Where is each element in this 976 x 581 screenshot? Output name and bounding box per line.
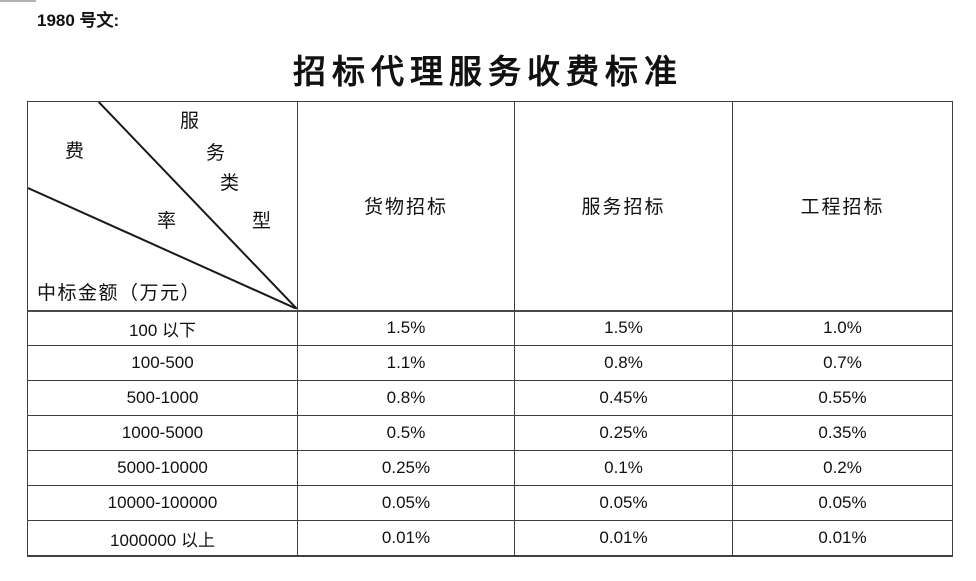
column-header-goods: 货物招标 [297,100,515,312]
rate-cell-goods: 1.1% [297,345,515,382]
table-row: 1000000 以上 0.01% 0.01% 0.01% [27,520,953,557]
rate-cell-services: 0.05% [514,485,733,522]
table-row: 1000-5000 0.5% 0.25% 0.35% [27,415,953,452]
page-title: 招标代理服务收费标准 [293,55,683,91]
column-header-services: 服务招标 [514,100,733,312]
service-type-char: 务 [206,143,226,164]
rate-cell-engineering: 1.0% [732,310,953,347]
rate-cell-engineering: 0.7% [732,345,953,382]
rate-cell-services: 0.45% [514,380,733,417]
bid-amount-label: 中标金额（万元） [37,283,202,304]
rate-cell-services: 0.25% [514,415,733,452]
rate-cell-goods: 1.5% [297,310,515,347]
table-row: 5000-10000 0.25% 0.1% 0.2% [27,450,953,487]
rate-cell-engineering: 0.2% [732,450,953,487]
rate-cell-engineering: 0.55% [732,380,953,417]
rate-cell-engineering: 0.35% [732,415,953,452]
rate-cell-services: 0.8% [514,345,733,382]
diagonal-header-wrap: 服 务 类 型 费 率 中标金额（万元） [28,102,297,309]
fee-rate-char: 费 [65,141,85,162]
amount-range-cell: 100-500 [27,345,298,382]
diagonal-line-upper [98,102,297,309]
rate-cell-goods: 0.8% [297,380,515,417]
amount-range-cell: 1000-5000 [27,415,298,452]
amount-range-cell: 5000-10000 [27,450,298,487]
service-type-char: 类 [220,173,240,194]
rate-cell-goods: 0.5% [297,415,515,452]
diagonal-header-cell: 服 务 类 型 费 率 中标金额（万元） [27,100,298,312]
service-type-char: 服 [180,111,200,132]
table-row: 100 以下 1.5% 1.5% 1.0% [27,310,953,347]
table-header-row: 服 务 类 型 费 率 中标金额（万元） 货物招标 服务招标 工程招标 [27,100,953,312]
top-left-artifact-line [0,0,36,2]
amount-range-cell: 100 以下 [27,310,298,347]
rate-cell-goods: 0.05% [297,485,515,522]
rate-cell-services: 0.1% [514,450,733,487]
table-row: 500-1000 0.8% 0.45% 0.55% [27,380,953,417]
table-row: 10000-100000 0.05% 0.05% 0.05% [27,485,953,522]
column-header-engineering: 工程招标 [732,100,953,312]
amount-range-cell: 500-1000 [27,380,298,417]
rate-cell-services: 1.5% [514,310,733,347]
amount-range-cell: 10000-100000 [27,485,298,522]
rate-cell-goods: 0.25% [297,450,515,487]
service-type-char: 型 [252,211,272,232]
rate-cell-engineering: 0.05% [732,485,953,522]
rate-cell-services: 0.01% [514,520,733,557]
rate-cell-goods: 0.01% [297,520,515,557]
rate-cell-engineering: 0.01% [732,520,953,557]
amount-range-cell: 1000000 以上 [27,520,298,557]
diagonal-line-lower [28,187,297,309]
doc-number: 1980 号文: [37,11,120,30]
fee-rate-char: 率 [157,211,177,232]
fee-standard-table: 服 务 类 型 费 率 中标金额（万元） 货物招标 服务招标 工程招标 100 … [27,100,953,557]
table-row: 100-500 1.1% 0.8% 0.7% [27,345,953,382]
diagonal-lines [28,102,297,309]
